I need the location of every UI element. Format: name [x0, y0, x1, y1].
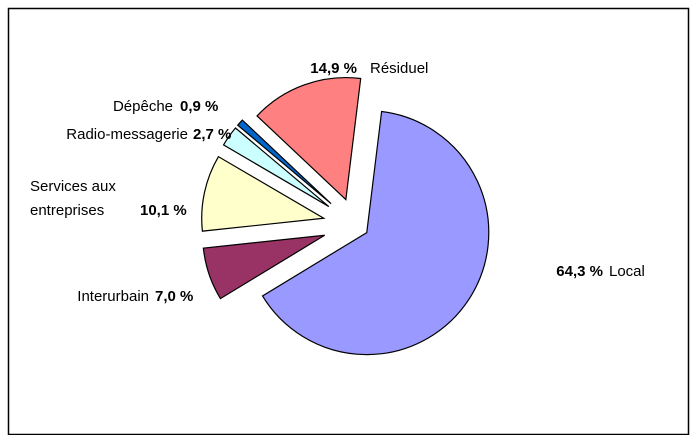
pie-slice — [256, 77, 362, 201]
pie-slice — [261, 110, 490, 356]
pie-slice — [201, 155, 326, 232]
pie-slice — [202, 234, 325, 300]
pie-slice — [222, 127, 330, 208]
value-label: 7,0 % — [155, 288, 193, 305]
value-label: 14,9 % — [310, 60, 357, 77]
value-label: 64,3 % — [556, 263, 603, 280]
value-label: 10,1 % — [140, 202, 187, 219]
category-label: Services aux entreprises — [30, 178, 116, 219]
category-label: Local — [609, 263, 645, 280]
value-label: 0,9 % — [180, 98, 218, 115]
pie-slice — [236, 119, 332, 205]
value-label: 2,7 % — [193, 126, 231, 143]
category-label: Interurbain — [77, 288, 149, 305]
category-label: Radio-messagerie — [66, 126, 188, 143]
category-label: Résiduel — [370, 60, 428, 77]
category-label: Dépêche — [113, 98, 173, 115]
